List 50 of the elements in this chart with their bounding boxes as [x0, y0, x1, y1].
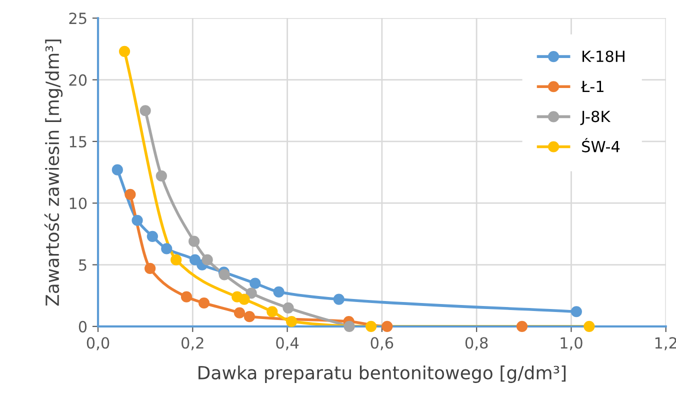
point — [234, 307, 246, 318]
point — [156, 170, 167, 182]
point — [132, 214, 143, 226]
x-tick-label: 0,2 — [182, 337, 204, 350]
x-tick-label: 0,8 — [465, 337, 488, 350]
point — [180, 291, 192, 302]
point — [344, 320, 355, 332]
point — [266, 306, 278, 318]
y-tick-label: 25 — [69, 12, 86, 24]
point — [238, 294, 250, 305]
point — [118, 46, 130, 57]
point — [144, 262, 156, 274]
point — [244, 311, 255, 322]
legend-label: J-8K — [580, 110, 611, 126]
y-tick-label: 10 — [70, 198, 87, 210]
point — [112, 164, 123, 176]
legend-label: K-18H — [582, 50, 624, 62]
point — [140, 105, 151, 116]
legend-label: Ł-1 — [580, 80, 604, 92]
x-tick-label: 0,6 — [370, 337, 394, 350]
y-tick-label: 20 — [69, 74, 87, 86]
y-tick-label: 0 — [78, 320, 87, 332]
point — [198, 297, 210, 309]
x-tick-label: 0,0 — [86, 337, 110, 350]
point — [146, 230, 158, 242]
x-tick-label: 1,2 — [655, 337, 676, 350]
y-axis-title: Zawartość zawiesin [mg/dm³] — [44, 40, 63, 306]
point — [188, 236, 200, 247]
point — [273, 286, 284, 298]
point — [333, 294, 344, 305]
y-tick-label: 5 — [79, 259, 86, 271]
point — [218, 269, 230, 280]
point — [584, 320, 595, 332]
point — [124, 188, 136, 200]
point — [170, 254, 182, 266]
legend-label: ŚW-4 — [582, 138, 620, 152]
point — [161, 243, 172, 254]
point — [250, 278, 261, 289]
point — [202, 254, 213, 266]
x-tick-label: 0,4 — [276, 337, 299, 350]
x-axis-title: Dawka preparatu bentonitowego [g/dm³] — [198, 366, 566, 383]
x-tick-label: 1,0 — [560, 337, 582, 350]
point — [382, 320, 393, 332]
y-tick-label: 15 — [70, 136, 86, 148]
point — [570, 306, 582, 318]
point — [246, 288, 257, 299]
point — [286, 316, 298, 328]
point — [366, 320, 377, 332]
point — [516, 320, 528, 332]
point — [282, 302, 294, 314]
